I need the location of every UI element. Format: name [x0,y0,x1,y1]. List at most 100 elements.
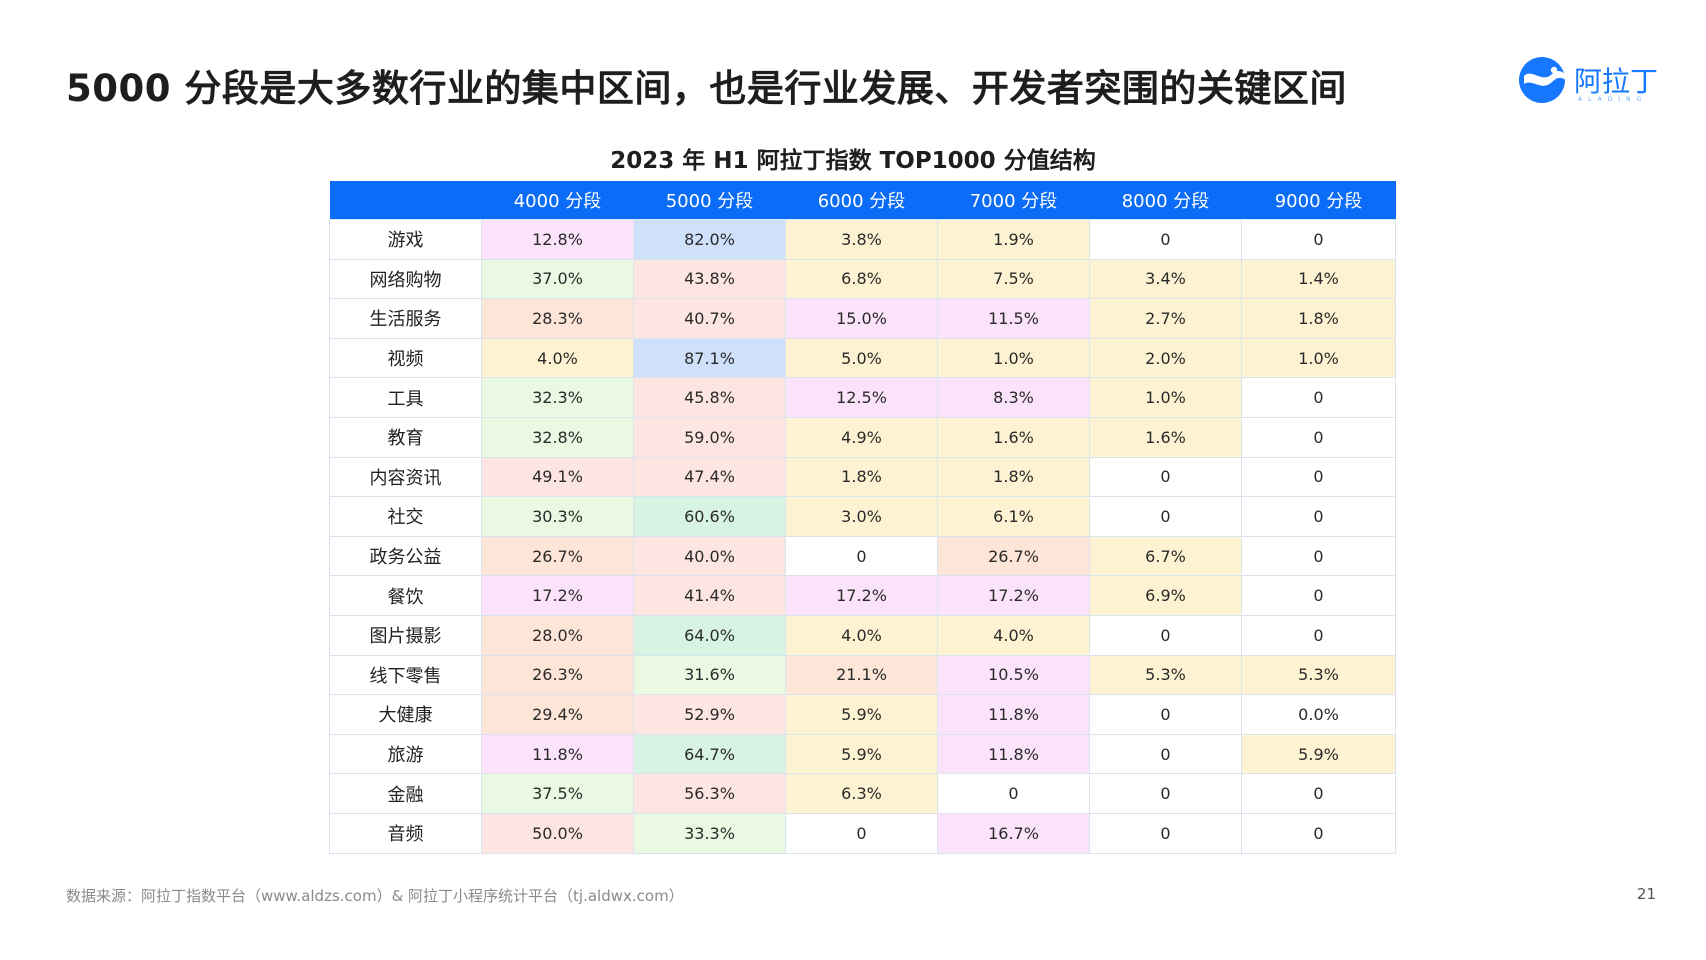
column-header: 8000 分段 [1089,181,1242,220]
table-cell: 6.3% [785,773,938,814]
table-cell: 5.3% [1241,654,1396,696]
table-cell: 0 [1089,219,1242,260]
row-label: 教育 [329,416,482,458]
table-cell: 41.4% [633,575,786,616]
table-cell: 0 [1241,812,1396,854]
table-cell: 31.6% [633,654,786,696]
table-cell: 0 [785,535,938,577]
row-label: 网络购物 [329,258,482,300]
row-label: 旅游 [329,733,482,775]
table-cell: 0 [1089,733,1242,775]
table-cell: 33.3% [633,812,786,854]
chart-title: 2023 年 H1 阿拉丁指数 TOP1000 分值结构 [610,148,1096,174]
table-cell: 0 [1241,496,1396,537]
brand-logo: 阿拉丁 ALADING [1518,54,1668,108]
table-row: 工具 32.3% 45.8% 12.5% 8.3% 1.0% 0 [329,377,1396,418]
table-cell: 52.9% [633,694,786,735]
table-cell: 1.0% [937,337,1090,379]
table-cell: 0 [1089,456,1242,498]
table-cell: 10.5% [937,654,1090,696]
table-cell: 26.7% [937,535,1090,577]
table-cell: 5.9% [785,694,938,735]
table-cell: 1.4% [1241,258,1396,300]
table-cell: 0 [1241,773,1396,814]
table-row: 金融 37.5% 56.3% 6.3% 0 0 0 [329,773,1396,814]
table-cell: 11.5% [937,298,1090,339]
column-header: 7000 分段 [937,181,1090,220]
table-cell: 0 [1241,416,1396,458]
table-cell: 12.5% [785,377,938,418]
table-cell: 60.6% [633,496,786,537]
table-cell: 1.0% [1089,377,1242,418]
table-cell: 1.8% [1241,298,1396,339]
table-cell: 32.3% [481,377,634,418]
table-cell: 0 [1089,614,1242,656]
logo-text: 阿拉丁 [1574,65,1659,98]
row-label: 社交 [329,496,482,537]
table-cell: 26.7% [481,535,634,577]
data-source-note: 数据来源：阿拉丁指数平台（www.aldzs.com）& 阿拉丁小程序统计平台（… [66,887,684,905]
table-row: 内容资讯 49.1% 47.4% 1.8% 1.8% 0 0 [329,456,1396,498]
table-row: 视频 4.0% 87.1% 5.0% 1.0% 2.0% 1.0% [329,337,1396,379]
table-cell: 40.0% [633,535,786,577]
table-cell: 11.8% [937,733,1090,775]
table-cell: 0 [1241,377,1396,418]
table-row: 图片摄影 28.0% 64.0% 4.0% 4.0% 0 0 [329,614,1396,656]
table-cell: 2.7% [1089,298,1242,339]
table-cell: 1.6% [937,416,1090,458]
table-cell: 1.8% [937,456,1090,498]
table-cell: 6.8% [785,258,938,300]
page-number: 21 [1636,885,1656,903]
table-row: 网络购物 37.0% 43.8% 6.8% 7.5% 3.4% 1.4% [329,258,1396,300]
table-cell: 4.0% [937,614,1090,656]
table-row: 旅游 11.8% 64.7% 5.9% 11.8% 0 5.9% [329,733,1396,775]
table-cell: 28.0% [481,614,634,656]
table-cell: 1.9% [937,219,1090,260]
table-cell: 0 [1241,614,1396,656]
table-cell: 0 [937,773,1090,814]
table-cell: 1.6% [1089,416,1242,458]
table-cell: 50.0% [481,812,634,854]
column-header: 9000 分段 [1241,181,1396,220]
logo-subtext: ALADING [1578,96,1648,103]
table-row: 游戏 12.8% 82.0% 3.8% 1.9% 0 0 [329,219,1396,260]
table-cell: 45.8% [633,377,786,418]
table-cell: 40.7% [633,298,786,339]
table-cell: 37.0% [481,258,634,300]
table-cell: 17.2% [785,575,938,616]
page-headline: 5000 分段是大多数行业的集中区间，也是行业发展、开发者突围的关键区间 [66,67,1347,110]
table-cell: 21.1% [785,654,938,696]
table-cell: 64.7% [633,733,786,775]
table-cell: 0 [1089,496,1242,537]
row-label: 餐饮 [329,575,482,616]
table-cell: 3.8% [785,219,938,260]
table-cell: 28.3% [481,298,634,339]
table-row: 大健康 29.4% 52.9% 5.9% 11.8% 0 0.0% [329,694,1396,735]
table-cell: 0 [1089,694,1242,735]
table-cell: 5.9% [785,733,938,775]
row-label: 音频 [329,812,482,854]
table-cell: 6.1% [937,496,1090,537]
table-cell: 15.0% [785,298,938,339]
table-cell: 5.9% [1241,733,1396,775]
table-cell: 47.4% [633,456,786,498]
table-cell: 1.8% [785,456,938,498]
table-cell: 17.2% [937,575,1090,616]
table-cell: 17.2% [481,575,634,616]
table-cell: 1.0% [1241,337,1396,379]
row-label: 生活服务 [329,298,482,339]
header-corner [329,181,482,220]
table-cell: 0 [1241,219,1396,260]
table-cell: 49.1% [481,456,634,498]
table-cell: 16.7% [937,812,1090,854]
table-row: 社交 30.3% 60.6% 3.0% 6.1% 0 0 [329,496,1396,537]
column-header: 4000 分段 [481,181,634,220]
table-cell: 3.0% [785,496,938,537]
table-cell: 12.8% [481,219,634,260]
table-cell: 7.5% [937,258,1090,300]
table-row: 教育 32.8% 59.0% 4.9% 1.6% 1.6% 0 [329,416,1396,458]
row-label: 图片摄影 [329,614,482,656]
table-row: 政务公益 26.7% 40.0% 0 26.7% 6.7% 0 [329,535,1396,577]
table-row: 生活服务 28.3% 40.7% 15.0% 11.5% 2.7% 1.8% [329,298,1396,339]
table-cell: 56.3% [633,773,786,814]
